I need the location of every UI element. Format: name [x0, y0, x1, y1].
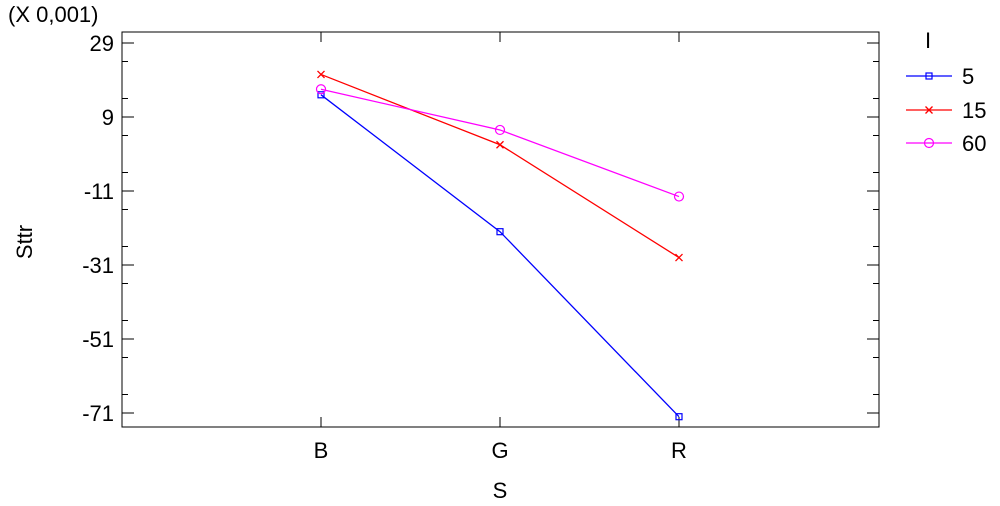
- data-point-15: [496, 140, 504, 149]
- x-tick-label: B: [314, 438, 329, 463]
- marker-x-stroke: [496, 140, 504, 149]
- series-5: [317, 91, 683, 421]
- marker-x-stroke: [925, 106, 933, 114]
- series-60: [315, 84, 685, 202]
- data-point-60: [673, 191, 685, 202]
- series-15: [317, 70, 683, 262]
- legend-item-15: 15: [906, 98, 986, 123]
- y-tick-label: -11: [84, 179, 114, 204]
- legend-label: 15: [962, 98, 986, 123]
- y-tick-label: 9: [102, 105, 114, 130]
- y-axis-title: Sttr: [12, 225, 37, 259]
- legend-label: 5: [962, 64, 974, 89]
- y-tick-label: 29: [90, 31, 114, 56]
- scale-note: (X 0,001): [8, 2, 99, 27]
- y-tick-label: -71: [82, 401, 114, 426]
- series-line-5: [320, 94, 680, 418]
- x-tick-label: R: [671, 438, 687, 463]
- x-axis-title: S: [493, 478, 508, 503]
- legend-marker: [925, 106, 933, 114]
- data-point-5: [675, 413, 683, 421]
- y-tick-label: -51: [82, 327, 114, 352]
- series-line-60: [320, 88, 680, 198]
- legend-marker: [923, 137, 935, 149]
- plot-frame: [121, 31, 880, 428]
- y-tick-label: -31: [82, 253, 114, 278]
- marker-x-stroke: [675, 253, 683, 262]
- data-point-15: [317, 70, 325, 79]
- y-axis: 29 9 -11 -31 -51 -71: [82, 31, 879, 426]
- legend-item-60: 60: [906, 131, 986, 156]
- data-point-5: [317, 91, 325, 99]
- legend: I 5 15 60: [906, 28, 986, 156]
- legend-title: I: [925, 28, 931, 53]
- legend-item-5: 5: [906, 64, 974, 89]
- data-point-15: [675, 253, 683, 262]
- data-point-60: [494, 124, 506, 136]
- marker-x-stroke: [317, 70, 325, 79]
- data-point-5: [496, 228, 504, 236]
- legend-marker: [925, 72, 933, 80]
- x-tick-label: G: [491, 438, 508, 463]
- series-layer: [315, 70, 685, 421]
- data-point-60: [315, 84, 327, 95]
- legend-label: 60: [962, 131, 986, 156]
